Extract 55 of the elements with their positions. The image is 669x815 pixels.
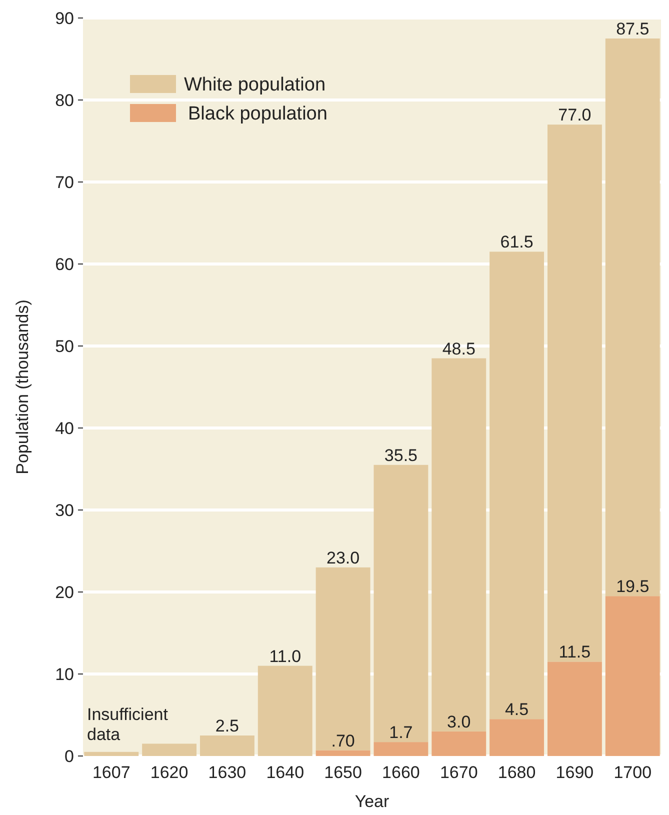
x-tick-label: 1700 (614, 763, 652, 782)
bar (258, 666, 312, 756)
total-label: 61.5 (500, 232, 534, 252)
x-tick-label: 1620 (150, 763, 188, 782)
x-tick-label: 1607 (92, 763, 130, 782)
total-label: 2.5 (215, 716, 240, 736)
y-tick-label: 70 (55, 172, 74, 192)
bar (605, 596, 660, 756)
y-tick-label: 30 (55, 500, 74, 520)
total-label: 11.0 (269, 646, 302, 666)
y-tick-label: 40 (55, 418, 74, 438)
bar (490, 719, 544, 756)
bar (142, 744, 197, 756)
y-axis-title: Population (thousands) (13, 300, 32, 474)
annotation: Insufficient data (87, 705, 168, 744)
data-label: 11.5 (558, 642, 591, 662)
bar (316, 567, 370, 750)
data-label: 4.5 (504, 700, 529, 720)
legend-label: Black population (188, 104, 328, 125)
total-label: 87.5 (616, 20, 650, 38)
bar (432, 731, 486, 756)
total-label: 48.5 (442, 339, 476, 358)
total-label: 35.5 (384, 446, 418, 465)
x-tick-label: 1650 (324, 763, 362, 782)
bar (605, 38, 660, 596)
data-label: 19.5 (616, 577, 650, 596)
x-tick-label: 1660 (382, 763, 420, 782)
bar (432, 358, 486, 732)
bar (547, 124, 602, 662)
bar (316, 750, 370, 756)
total-label: 77.0 (558, 106, 592, 125)
y-tick-label: 0 (64, 746, 74, 766)
x-tick-label: 1680 (498, 763, 536, 782)
y-tick-label: 60 (55, 254, 74, 274)
y-tick-label: 80 (55, 90, 74, 110)
y-tick-label: 20 (55, 582, 74, 602)
bar (84, 752, 139, 756)
x-tick-label: 1630 (208, 763, 246, 782)
bar (374, 742, 428, 756)
bar (490, 252, 544, 720)
bar (547, 662, 602, 756)
data-label: 1.7 (389, 723, 413, 742)
x-tick-label: 1670 (440, 763, 478, 782)
data-label: 3.0 (447, 712, 471, 732)
y-tick-label: 10 (55, 664, 74, 684)
legend-label: White population (184, 74, 326, 96)
data-label: .70 (331, 731, 355, 750)
x-tick-label: 1690 (556, 763, 594, 782)
bar (200, 736, 254, 756)
x-axis-title: Year (354, 792, 390, 811)
bar (374, 464, 428, 742)
x-tick-label: 1640 (266, 763, 304, 782)
y-tick-label: 90 (55, 8, 74, 28)
y-tick-label: 50 (55, 336, 74, 356)
total-label: 23.0 (326, 548, 360, 568)
